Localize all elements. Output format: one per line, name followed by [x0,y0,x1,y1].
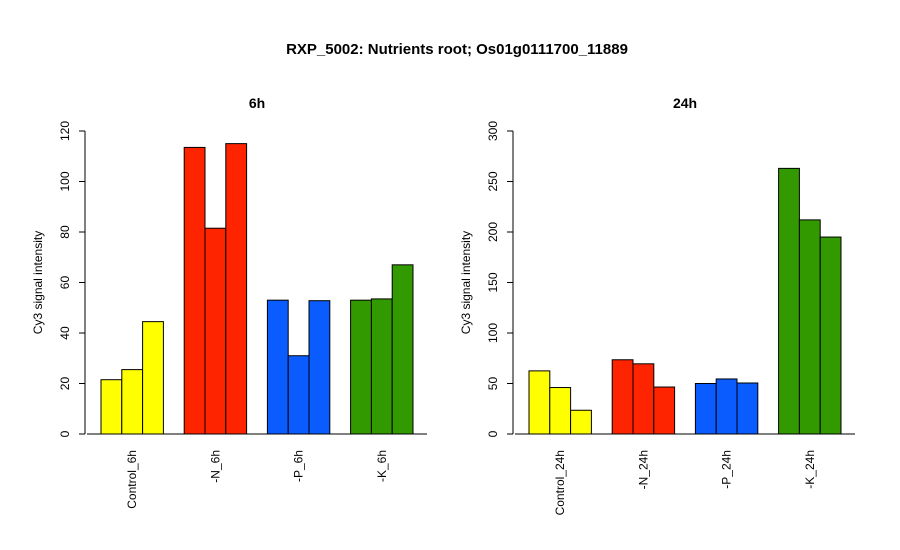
bar--N_6h-2 [204,227,227,435]
x-category-label: Control_6h [125,450,139,509]
y-axis-label: Cy3 signal intensity [31,231,45,334]
panel-title: 6h [249,95,265,111]
bar--K_24h-3 [819,236,842,435]
y-tick-label: 200 [486,222,500,242]
bar--K_24h-1 [778,167,800,435]
y-tick-label: 0 [58,430,72,437]
bar-Control_24h-2 [549,387,572,435]
bar--N_6h-3 [225,143,248,435]
x-category-label: -N_24h [636,450,650,489]
y-tick-label: 300 [486,121,500,141]
x-category-label: Control_24h [553,450,567,515]
bar--N_24h-1 [611,359,634,435]
bar--P_6h-3 [308,300,331,435]
chart-panels: 6h 0 20 40 60 80 100 120 Cy3 signal intensity Con… [31,95,855,515]
bar-Control_6h-1 [100,379,123,435]
x-category-label: -P_24h [720,450,734,489]
y-tick-label: 20 [58,377,72,391]
y-tick-label: 250 [486,171,500,191]
y-tick-label: 60 [58,276,72,290]
x-category-label: -P_6h [292,450,306,482]
y-tick-label: 40 [58,326,72,340]
x-category-label: -K_24h [803,450,817,489]
bar--N_6h-1 [183,146,206,435]
bar--K_6h-2 [370,298,393,435]
y-tick-label: 0 [486,430,500,437]
bar-Control_24h-1 [528,370,551,435]
bar--K_24h-2 [798,219,821,435]
bar--P_24h-2 [715,378,738,435]
bar-Control_6h-2 [121,369,144,435]
x-category-label: -N_6h [208,450,222,483]
bar--P_6h-2 [287,355,310,435]
bar--N_24h-2 [632,363,655,435]
y-tick-label: 100 [486,323,500,343]
panel-6h: 6h 0 20 40 60 80 100 120 Cy3 signal intensity Con… [31,95,427,509]
bar-Control_6h-3 [142,321,164,435]
bar--P_24h-1 [694,383,717,435]
bar--K_6h-1 [350,299,372,435]
main-title: RXP_5002: Nutrients root; Os01g0111700_1… [286,41,628,58]
y-tick-label: 120 [58,121,72,141]
bar--P_24h-3 [736,382,759,435]
y-tick-label: 50 [486,377,500,391]
bar--N_24h-3 [653,386,676,435]
y-tick-label: 80 [58,225,72,239]
y-axis-label: Cy3 signal intensity [459,231,473,334]
bar--K_6h-3 [391,264,414,435]
y-tick-label: 100 [58,171,72,191]
panel-title: 24h [673,95,697,111]
bar--P_6h-1 [266,299,289,435]
panel-24h: 24h 0 50 100 150 200 250 300 Cy3 signal intensit… [459,95,855,515]
y-tick-label: 150 [486,272,500,292]
x-category-label: -K_6h [375,450,389,482]
bar-Control_24h-3 [570,409,592,435]
